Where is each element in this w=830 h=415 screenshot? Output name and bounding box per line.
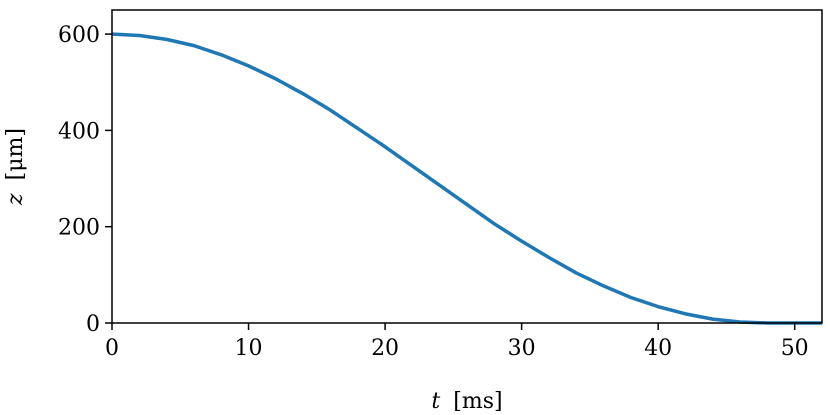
y-axis-unit: [μm] bbox=[3, 128, 28, 180]
y-axis-label: z [μm] bbox=[3, 128, 28, 206]
x-tick-label: 0 bbox=[105, 336, 119, 361]
x-axis-label: t [ms] bbox=[431, 389, 502, 414]
series-line-0 bbox=[112, 32, 822, 325]
y-tick-label: 600 bbox=[58, 23, 100, 48]
x-tick-label: 10 bbox=[235, 336, 263, 361]
x-tick-label: 40 bbox=[644, 336, 672, 361]
ticks: 0 10 20 30 40 50 0 200 400 600 bbox=[58, 23, 809, 361]
y-axis-symbol: z bbox=[3, 193, 28, 206]
y-tick-label: 0 bbox=[86, 312, 100, 337]
x-axis-symbol: t bbox=[431, 389, 440, 414]
x-tick-label: 50 bbox=[781, 336, 809, 361]
y-tick-label: 400 bbox=[58, 119, 100, 144]
plot-area bbox=[112, 32, 822, 325]
y-tick-label: 200 bbox=[58, 216, 100, 241]
x-tick-label: 30 bbox=[508, 336, 536, 361]
axes-frame bbox=[111, 9, 823, 324]
x-tick-label: 20 bbox=[371, 336, 399, 361]
x-axis-unit: [ms] bbox=[453, 389, 502, 414]
